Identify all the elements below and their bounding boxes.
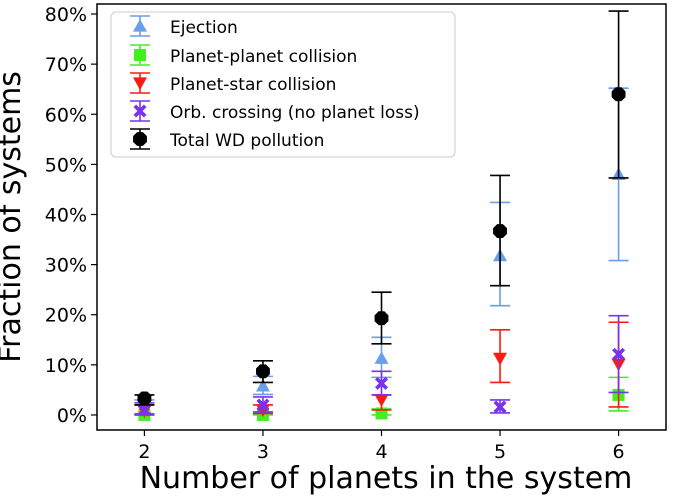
point-total-wd-6 [611, 87, 626, 102]
series-total-wd [134, 10, 629, 406]
legend-frame [110, 11, 456, 158]
legend-label-total-wd-pollution: Total WD pollution [169, 131, 324, 151]
x-axis-title: Number of planets in the system [140, 461, 633, 496]
y-tick-label-50%: 50% [45, 154, 87, 176]
point-ejection-3 [255, 378, 270, 392]
legend-symbol-ps-collision [133, 77, 147, 90]
y-tick-label-70%: 70% [45, 54, 87, 76]
legend-label-orb-crossing: Orb. crossing (no planet loss) [170, 103, 420, 123]
point-orb-crossing-2 [137, 403, 151, 417]
y-tick-label-0%: 0% [57, 405, 87, 427]
y-tick-label-80%: 80% [45, 4, 87, 26]
point-orb-crossing-5 [493, 400, 507, 414]
x-axis: 2 3 4 5 6 [138, 430, 625, 463]
y-tick-label-10%: 10% [45, 355, 87, 377]
legend-entry-orb-crossing: Orb. crossing (no planet loss) [130, 100, 420, 123]
point-ejection-4 [374, 351, 389, 364]
point-orb-crossing-6 [612, 347, 626, 361]
point-orb-crossing-4 [375, 376, 388, 390]
legend-marker-planet-planet-collision [130, 44, 150, 66]
y-axis: 0% 10% 20% 30% 40% 50% 60% 70% 80% [45, 4, 97, 427]
point-ps-collision-4 [374, 394, 389, 407]
plot-area [134, 10, 629, 421]
legend-entry-planet-star-collision: Planet-star collision [130, 72, 336, 95]
point-total-wd-3 [256, 364, 270, 379]
legend-label-planet-planet-collision: Planet-planet collision [170, 47, 357, 67]
legend-symbol-orb-crossing [133, 104, 147, 118]
point-ps-collision-5 [493, 352, 508, 366]
legend-marker-ejection [130, 15, 150, 37]
point-total-wd-5 [493, 224, 507, 238]
x-tick-label-4: 4 [375, 441, 387, 463]
legend-marker-planet-star-collision [130, 72, 150, 94]
point-total-wd-2 [137, 391, 152, 406]
y-tick-label-30%: 30% [45, 255, 87, 277]
legend-entry-ejection: Ejection [130, 15, 238, 38]
y-tick-label-40%: 40% [45, 204, 87, 226]
x-tick-label-3: 3 [257, 441, 269, 463]
x-tick-label-6: 6 [613, 441, 625, 463]
x-tick-label-2: 2 [138, 441, 150, 463]
legend-marker-orb-crossing [130, 100, 150, 122]
legend-label-ejection: Ejection [170, 18, 238, 38]
legend-marker-total-wd-pollution [130, 128, 150, 150]
point-total-wd-4 [374, 311, 389, 326]
y-axis-title: Fraction of systems [0, 71, 28, 363]
point-orb-crossing-3 [256, 398, 270, 412]
legend-entry-planet-planet-collision: Planet-planet collision [130, 44, 357, 67]
legend: Ejection Planet-planet collision Planet-… [110, 11, 456, 158]
legend-entry-total-wd-pollution: Total WD pollution [130, 128, 324, 151]
x-tick-label-5: 5 [494, 441, 506, 463]
legend-symbol-ejection [133, 19, 147, 32]
y-tick-label-20%: 20% [45, 305, 87, 327]
legend-symbol-pp-collision [134, 49, 146, 61]
legend-symbol-total-wd [133, 132, 147, 146]
legend-label-planet-star-collision: Planet-star collision [170, 75, 336, 95]
y-tick-label-60%: 60% [45, 104, 87, 126]
